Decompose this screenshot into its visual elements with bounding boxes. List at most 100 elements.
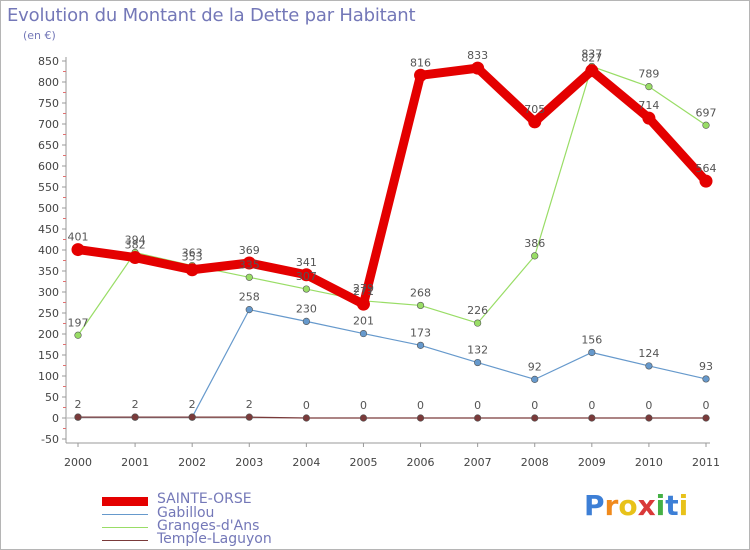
series-line-sainte-orse bbox=[73, 63, 711, 309]
data-point bbox=[702, 414, 710, 422]
data-label: 268 bbox=[410, 286, 431, 299]
data-label: 837 bbox=[581, 47, 602, 60]
logo-letter: x bbox=[637, 489, 656, 522]
data-label: 0 bbox=[417, 399, 424, 412]
data-label: 394 bbox=[125, 234, 146, 247]
logo-letter: o bbox=[618, 489, 638, 522]
data-label: 307 bbox=[296, 270, 317, 283]
data-label: 0 bbox=[531, 399, 538, 412]
data-point bbox=[416, 414, 425, 422]
data-point bbox=[642, 111, 656, 125]
x-tick-label: 2009 bbox=[578, 456, 606, 469]
data-point bbox=[245, 413, 253, 421]
y-tick-label: 800 bbox=[38, 76, 59, 89]
y-tick-label: 0 bbox=[52, 412, 59, 425]
data-label: 132 bbox=[467, 344, 488, 357]
logo-letter: t bbox=[665, 489, 679, 522]
data-point bbox=[245, 273, 253, 281]
y-tick-label: -50 bbox=[41, 433, 59, 446]
data-point bbox=[699, 174, 713, 188]
data-label: 0 bbox=[474, 399, 481, 412]
data-point bbox=[188, 413, 196, 421]
data-point bbox=[471, 61, 485, 75]
data-label: 386 bbox=[524, 237, 545, 250]
data-point bbox=[702, 121, 710, 129]
legend-label: SAINTE-ORSE bbox=[157, 491, 252, 507]
logo-letter: i bbox=[655, 489, 666, 522]
legend-swatch bbox=[102, 497, 148, 506]
data-point bbox=[474, 319, 482, 327]
legend-label: Granges-d'Ans bbox=[157, 518, 260, 534]
x-tick-label: 2001 bbox=[121, 456, 149, 469]
data-point bbox=[645, 414, 653, 422]
y-tick-label: 650 bbox=[38, 139, 59, 152]
data-label: 816 bbox=[410, 56, 431, 69]
data-point bbox=[74, 413, 82, 421]
data-point bbox=[185, 263, 199, 277]
data-point bbox=[414, 68, 428, 82]
data-label: 0 bbox=[588, 399, 595, 412]
data-label: 353 bbox=[182, 251, 203, 264]
data-label: 789 bbox=[638, 68, 659, 81]
x-tick-label: 2008 bbox=[521, 456, 549, 469]
data-point bbox=[531, 414, 539, 422]
data-point bbox=[359, 329, 368, 338]
logo-letter: P bbox=[584, 489, 605, 522]
data-label: 369 bbox=[239, 244, 260, 257]
data-point bbox=[645, 362, 653, 370]
data-label: 201 bbox=[353, 315, 374, 328]
y-tick-label: 450 bbox=[38, 223, 59, 236]
data-point bbox=[416, 341, 425, 349]
y-tick-label: 550 bbox=[38, 181, 59, 194]
data-label: 2 bbox=[75, 398, 82, 411]
data-label: 341 bbox=[296, 256, 317, 269]
data-label: 0 bbox=[703, 399, 710, 412]
y-tick-label: 500 bbox=[38, 202, 59, 215]
data-point bbox=[585, 64, 599, 78]
data-label: 230 bbox=[296, 302, 317, 315]
legend-swatch bbox=[102, 514, 148, 515]
x-tick-label: 2005 bbox=[349, 456, 377, 469]
data-label: 0 bbox=[645, 399, 652, 412]
data-label: 173 bbox=[410, 326, 431, 339]
data-label: 363 bbox=[182, 247, 203, 260]
y-tick-label: 850 bbox=[38, 55, 59, 68]
logo-letter: r bbox=[604, 489, 619, 522]
y-tick-label: 50 bbox=[45, 391, 59, 404]
data-label: 714 bbox=[638, 99, 659, 112]
chart-title: Evolution du Montant de la Dette par Hab… bbox=[7, 5, 416, 26]
data-point bbox=[299, 268, 313, 282]
data-label: 0 bbox=[303, 399, 310, 412]
data-point bbox=[474, 414, 482, 422]
y-tick-label: 700 bbox=[38, 118, 59, 131]
legend-swatch bbox=[102, 540, 148, 541]
logo-letter: i bbox=[678, 489, 689, 522]
data-label: 382 bbox=[125, 239, 146, 252]
data-label: 705 bbox=[524, 103, 545, 116]
data-label: 697 bbox=[696, 106, 717, 119]
y-tick-label: 750 bbox=[38, 97, 59, 110]
data-label: 2 bbox=[189, 398, 196, 411]
data-point bbox=[131, 413, 139, 421]
data-label: 271 bbox=[353, 285, 374, 298]
data-point bbox=[474, 358, 482, 367]
x-tick-label: 2011 bbox=[692, 456, 720, 469]
data-label: 2 bbox=[132, 398, 139, 411]
x-tick-label: 2004 bbox=[292, 456, 320, 469]
series-line-temple-laguyon bbox=[77, 416, 707, 419]
data-label: 92 bbox=[528, 360, 542, 373]
data-point bbox=[128, 251, 142, 265]
y-tick-label: 400 bbox=[38, 244, 59, 257]
data-label: 827 bbox=[581, 52, 602, 65]
data-point bbox=[356, 297, 370, 311]
data-label: 258 bbox=[239, 291, 260, 304]
x-tick-label: 2010 bbox=[635, 456, 663, 469]
x-tick-label: 2003 bbox=[235, 456, 263, 469]
data-point bbox=[245, 306, 253, 314]
y-tick-label: 250 bbox=[38, 307, 59, 320]
y-tick-label: 350 bbox=[38, 265, 59, 278]
data-point bbox=[702, 375, 710, 383]
data-label: 226 bbox=[467, 304, 488, 317]
